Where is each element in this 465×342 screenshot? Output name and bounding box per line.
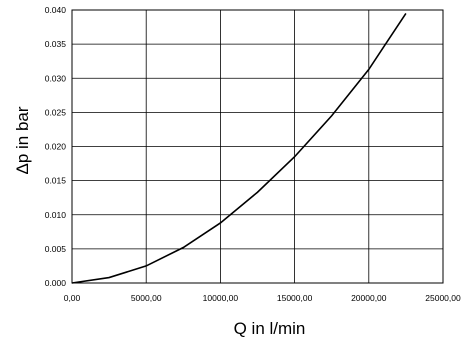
x-tick-label: 5000,00 xyxy=(131,293,162,303)
y-tick-labels: 0.000 0.005 0.010 0.015 0.020 0.025 0.030 0.035… xyxy=(45,5,67,288)
x-tick-label: 25000,00 xyxy=(425,293,461,303)
grid-lines xyxy=(72,10,443,283)
plot-area-border xyxy=(71,9,444,284)
x-tick-label: 10000,00 xyxy=(203,293,239,303)
y-axis-label: Δp in bar xyxy=(13,106,32,174)
y-tick-label: 0.000 xyxy=(45,278,67,288)
y-tick-label: 0.035 xyxy=(45,39,67,49)
x-tick-label: 15000,00 xyxy=(277,293,313,303)
series-line xyxy=(71,12,407,284)
x-axis-label: Q in l/min xyxy=(234,319,306,338)
y-tick-label: 0.025 xyxy=(45,107,67,117)
y-tick-label: 0.040 xyxy=(45,5,67,15)
y-tick-label: 0.005 xyxy=(45,244,67,254)
y-tick-label: 0.010 xyxy=(45,210,67,220)
x-tick-labels: 0,00 5000,00 10000,00 15000,00 20000,00 25000… xyxy=(64,293,461,303)
x-tick-label: 0,00 xyxy=(64,293,81,303)
y-tick-label: 0.030 xyxy=(45,73,67,83)
x-tick-label: 20000,00 xyxy=(351,293,387,303)
y-tick-label: 0.015 xyxy=(45,176,67,186)
y-tick-label: 0.020 xyxy=(45,142,67,152)
